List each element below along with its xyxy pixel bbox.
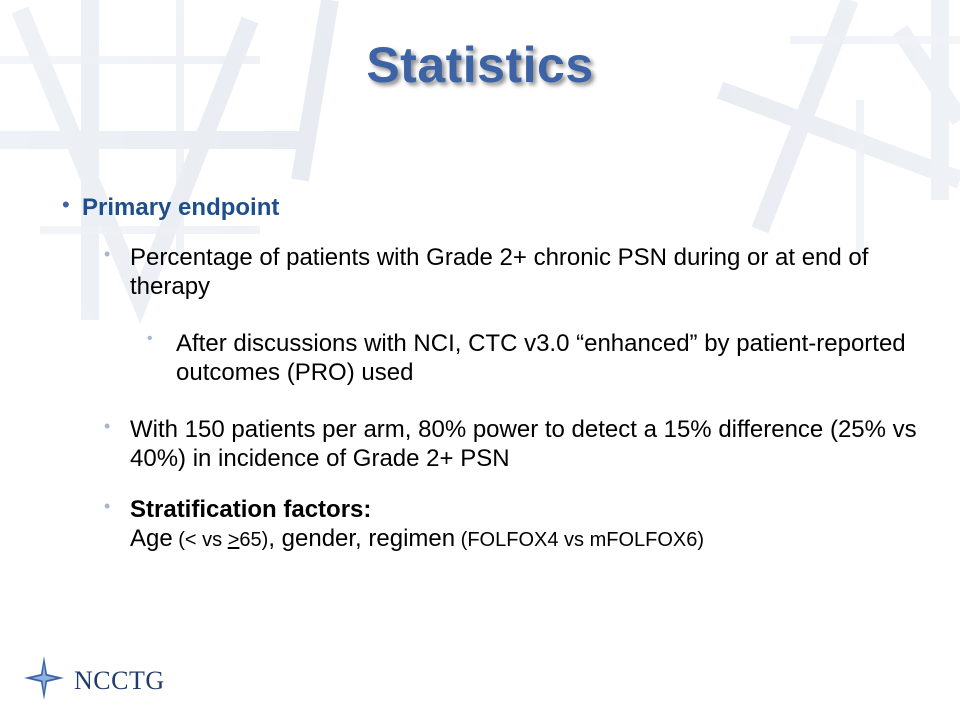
factor-age-ge: > xyxy=(227,529,240,551)
bullet-dot: • xyxy=(104,244,111,264)
bullet-dot: • xyxy=(104,496,111,516)
stratification-heading: Stratification factors: xyxy=(130,496,372,523)
factor-regimen-detail: (FOLFOX4 vs mFOLFOX6) xyxy=(455,529,705,551)
bullet-stratification: Stratification factors: Age (< vs >65), … xyxy=(130,495,920,555)
logo-text: NCCTG xyxy=(74,666,165,695)
bullet-dot: • xyxy=(147,330,153,347)
bullet-primary-endpoint: Primary endpoint xyxy=(82,194,280,221)
factor-regimen: regimen xyxy=(368,525,456,552)
bullet-dot: • xyxy=(62,192,70,217)
factor-age: Age xyxy=(130,525,173,552)
star-icon xyxy=(24,656,64,700)
bullet-nci-discussion: After discussions with NCI, CTC v3.0 “en… xyxy=(176,330,906,386)
stratification-factors: Age (< vs >65), gender, regimen (FOLFOX4… xyxy=(130,524,920,555)
ncctg-logo: NCCTG xyxy=(24,656,204,700)
factor-age-detail-close: 65) xyxy=(239,529,269,551)
bullet-dot: • xyxy=(104,416,111,436)
page-title: Statistics xyxy=(366,37,594,93)
bullet-percentage-patients: Percentage of patients with Grade 2+ chr… xyxy=(130,244,869,300)
factor-age-detail-open: (< vs xyxy=(172,529,228,551)
bullet-power-calc: With 150 patients per arm, 80% power to … xyxy=(130,416,917,472)
factor-separator: , gender, xyxy=(268,525,369,552)
